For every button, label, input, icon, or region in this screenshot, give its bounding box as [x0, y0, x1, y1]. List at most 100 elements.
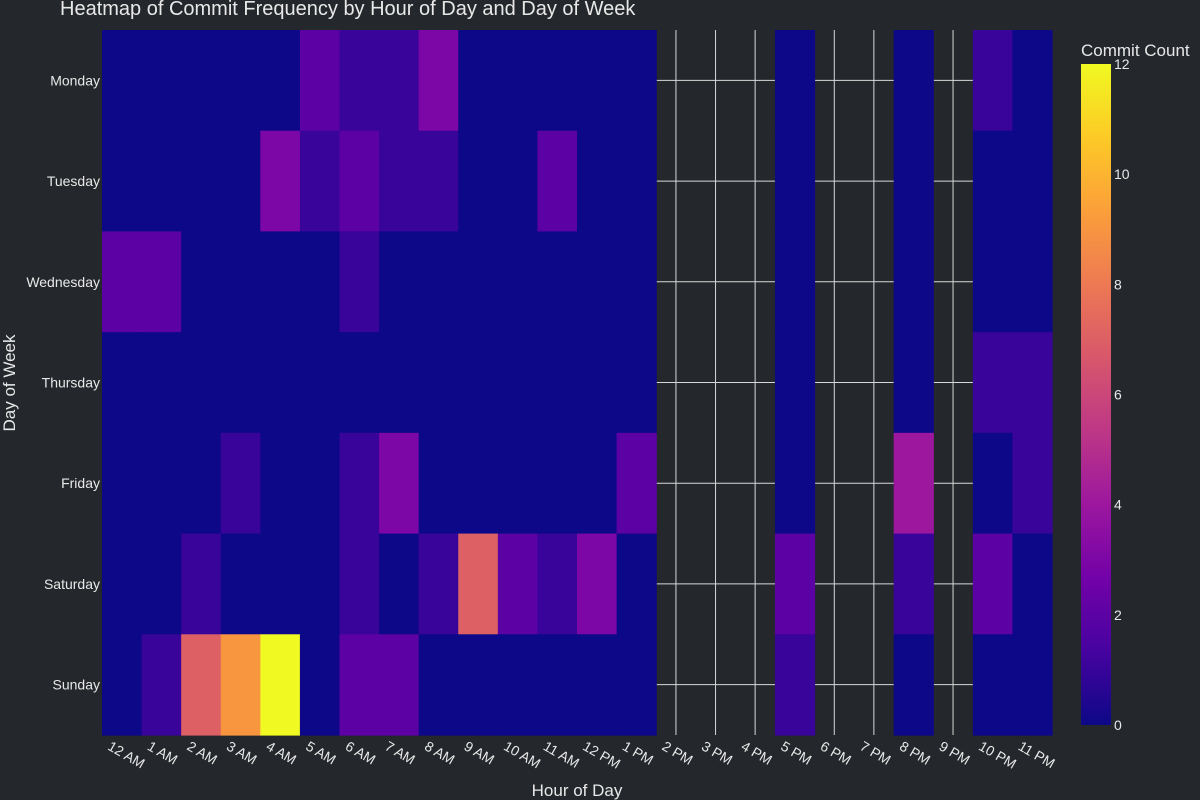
heatmap-cell — [260, 30, 301, 132]
heatmap-cell — [102, 533, 143, 635]
heatmap-cell — [616, 231, 657, 333]
heatmap-cell — [220, 130, 261, 233]
heatmap-cell — [972, 432, 1014, 535]
heatmap-cell — [418, 30, 459, 132]
y-tick-label: Friday — [61, 475, 100, 491]
heatmap-cell — [220, 432, 261, 535]
y-tick-label: Tuesday — [47, 173, 100, 189]
heatmap-cell — [260, 432, 301, 535]
heatmap-cell — [181, 231, 222, 333]
heatmap-cell — [893, 634, 934, 736]
heatmap-cell — [299, 231, 341, 333]
heatmap-cell — [497, 30, 539, 132]
heatmap-cell — [774, 130, 816, 233]
heatmap-cell — [972, 332, 1014, 434]
heatmap-cell — [497, 332, 539, 434]
heatmap-cell — [339, 533, 380, 635]
heatmap-cell — [893, 533, 934, 635]
colorbar-tick-label: 2 — [1114, 607, 1122, 623]
heatmap-cell — [379, 130, 420, 233]
heatmap-cell — [497, 432, 539, 535]
heatmap-cell — [577, 432, 618, 535]
heatmap-cell — [299, 130, 341, 233]
heatmap-cell — [220, 332, 261, 434]
heatmap-cell — [102, 30, 143, 132]
heatmap-cell — [458, 533, 499, 635]
heatmap-cell — [537, 533, 578, 635]
heatmap-cell — [577, 30, 618, 132]
heatmap-cell — [577, 231, 618, 333]
heatmap-cell — [102, 432, 143, 535]
heatmap-cell — [379, 231, 420, 333]
heatmap-cell — [616, 432, 657, 535]
heatmap-cell — [141, 332, 182, 434]
heatmap-cell — [577, 130, 618, 233]
heatmap-cell — [260, 332, 301, 434]
heatmap-cell — [458, 432, 499, 535]
colorbar-tick-label: 0 — [1114, 717, 1122, 733]
heatmap-cell — [102, 130, 143, 233]
heatmap-cell — [972, 231, 1014, 333]
heatmap-cell — [537, 332, 578, 434]
heatmap-cell — [141, 432, 182, 535]
heatmap-cell — [1012, 130, 1053, 233]
heatmap-cell — [972, 533, 1014, 635]
heatmap-cell — [102, 332, 143, 434]
heatmap-cell — [299, 533, 341, 635]
heatmap-cell — [1012, 634, 1053, 736]
heatmap-cell — [181, 533, 222, 635]
heatmap-cell — [141, 130, 182, 233]
colorbar-title: Commit Count — [1081, 41, 1190, 60]
heatmap-cell — [260, 231, 301, 333]
heatmap-cell — [1012, 432, 1053, 535]
heatmap-cell — [299, 432, 341, 535]
heatmap-cell — [616, 634, 657, 736]
heatmap-cell — [458, 130, 499, 233]
heatmap-cell — [458, 634, 499, 736]
heatmap-cell — [181, 634, 222, 736]
heatmap-cell — [339, 130, 380, 233]
y-tick-label: Thursday — [42, 375, 100, 391]
heatmap-cell — [893, 231, 934, 333]
y-tick-label: Saturday — [44, 576, 100, 592]
colorbar-tick-label: 4 — [1114, 497, 1122, 513]
heatmap-cell — [299, 332, 341, 434]
y-tick-labels: Monday Tuesday Wednesday Thursday Friday Satu… — [26, 72, 100, 692]
y-tick-label: Monday — [50, 72, 100, 88]
heatmap-cell — [181, 432, 222, 535]
y-tick-label: Sunday — [53, 677, 100, 693]
heatmap-cell — [972, 30, 1014, 132]
heatmap-cells — [102, 30, 1053, 736]
heatmap-cell — [260, 634, 301, 736]
heatmap-cell — [220, 533, 261, 635]
heatmap-cell — [577, 533, 618, 635]
heatmap-cell — [972, 634, 1014, 736]
heatmap-cell — [141, 533, 182, 635]
heatmap-cell — [497, 231, 539, 333]
heatmap-cell — [379, 432, 420, 535]
heatmap-cell — [616, 533, 657, 635]
heatmap-cell — [774, 332, 816, 434]
heatmap-cell — [260, 533, 301, 635]
heatmap-cell — [497, 533, 539, 635]
heatmap-cell — [458, 332, 499, 434]
heatmap-cell — [102, 231, 143, 333]
heatmap-cell — [537, 130, 578, 233]
heatmap-cell — [339, 332, 380, 434]
heatmap-cell — [972, 130, 1014, 233]
heatmap-cell — [893, 30, 934, 132]
heatmap-cell — [537, 432, 578, 535]
heatmap-cell — [616, 332, 657, 434]
heatmap-cell — [418, 533, 459, 635]
heatmap-cell — [774, 432, 816, 535]
colorbar-tick-label: 8 — [1114, 276, 1122, 292]
heatmap-cell — [220, 634, 261, 736]
heatmap-cell — [893, 432, 934, 535]
colorbar-tick-label: 6 — [1114, 387, 1122, 403]
heatmap-cell — [181, 332, 222, 434]
heatmap-cell — [774, 30, 816, 132]
colorbar-tick-label: 12 — [1114, 56, 1130, 72]
heatmap-cell — [774, 231, 816, 333]
heatmap-cell — [893, 332, 934, 434]
y-tick-label: Wednesday — [26, 274, 100, 290]
